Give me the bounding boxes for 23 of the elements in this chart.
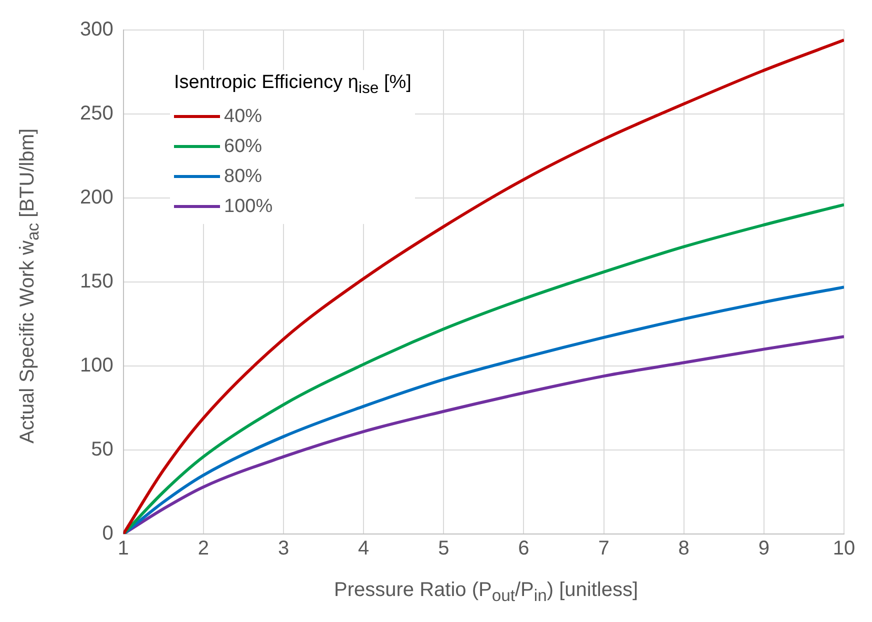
x-tick-label: 6 — [518, 538, 530, 560]
x-tick-label: 9 — [758, 538, 770, 560]
x-tick-label: 7 — [598, 538, 610, 560]
legend-title: Isentropic Efficiency η$_{ise}$ [%] — [174, 72, 412, 98]
x-tick-label: 5 — [438, 538, 450, 560]
x-tick-label: 4 — [358, 538, 370, 560]
legend-label: 100% — [224, 196, 273, 218]
y-tick-label: 250 — [80, 102, 114, 125]
x-tick-label: 2 — [198, 538, 209, 560]
legend-label: 60% — [224, 136, 262, 158]
y-tick-label: 300 — [80, 18, 114, 41]
y-tick-label: 100 — [80, 354, 114, 377]
legend-label: 80% — [224, 166, 262, 188]
y-tick-label: 50 — [91, 438, 114, 461]
legend-label: 40% — [224, 106, 262, 128]
y-tick-label: 150 — [80, 270, 114, 293]
y-tick-label: 200 — [80, 186, 114, 209]
x-tick-label: 8 — [678, 538, 690, 560]
x-axis-title: Pressure Ratio (P$_{out}$/P$_{in}$) [unitless] — [332, 579, 640, 606]
x-tick-label: 1 — [118, 538, 129, 560]
x-tick-label: 3 — [278, 538, 290, 560]
y-tick-label: 0 — [102, 522, 114, 545]
x-tick-label: 10 — [832, 538, 856, 560]
